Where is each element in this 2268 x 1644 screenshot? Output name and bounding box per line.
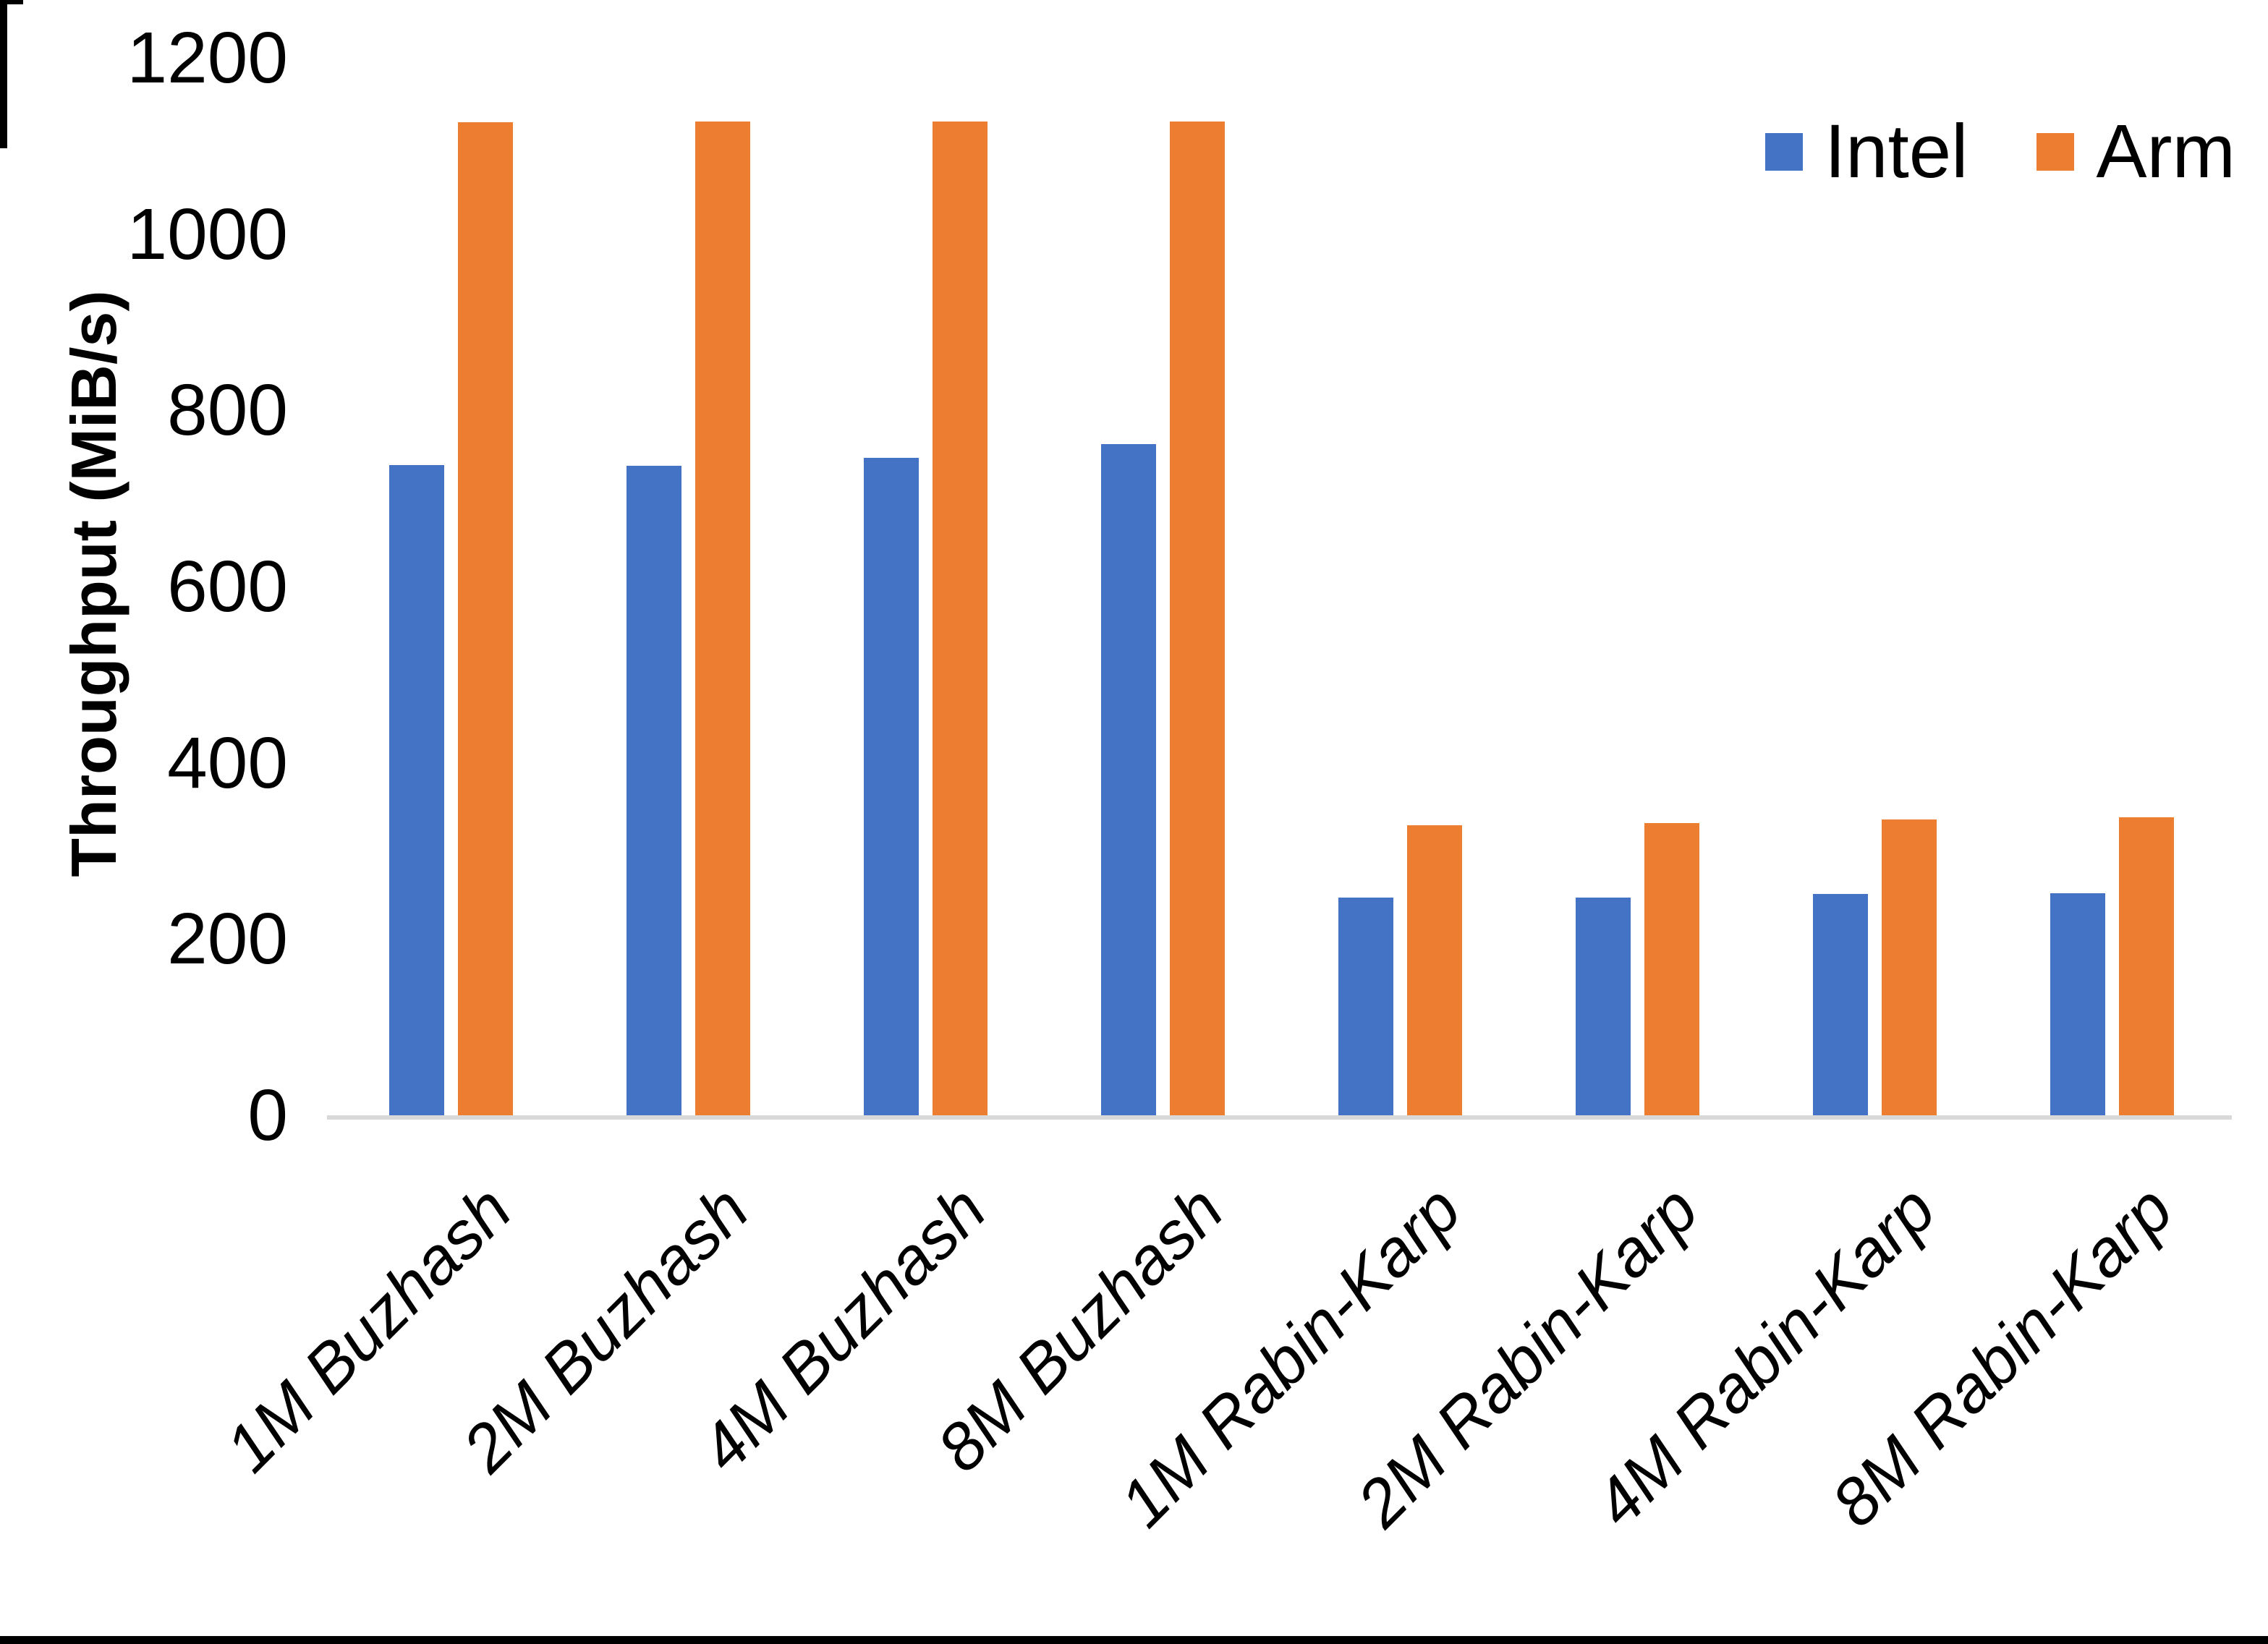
bar-intel-4m-rabin-karp [1813, 894, 1868, 1115]
y-tick-label-1200: 1200 [127, 17, 288, 98]
legend-swatch-intel [1765, 133, 1803, 171]
legend-item-arm: Arm [2036, 108, 2235, 195]
bar-intel-2m-buzhash [627, 466, 681, 1115]
legend-item-intel: Intel [1765, 108, 1968, 195]
y-tick-label-1000: 1000 [127, 193, 288, 275]
legend-label-intel: Intel [1825, 109, 1968, 194]
y-tick-label-600: 600 [167, 546, 288, 627]
legend: Intel Arm [1765, 108, 2235, 195]
bar-arm-1m-buzhash [458, 122, 513, 1115]
corner-mark-top [0, 0, 23, 4]
bar-arm-2m-rabin-karp [1644, 822, 1699, 1115]
bar-intel-1m-rabin-karp [1338, 898, 1393, 1115]
x-label-text: 8M Rabin-Karp [1817, 1172, 2187, 1541]
bottom-border-line [0, 1636, 2268, 1644]
y-tick-label-400: 400 [167, 722, 288, 804]
legend-label-arm: Arm [2096, 109, 2235, 194]
x-label-8m-rabin-karp: 8M Rabin-Karp [1686, 1172, 2187, 1541]
y-tick-label-800: 800 [167, 370, 288, 451]
bar-arm-8m-rabin-karp [2119, 817, 2174, 1115]
y-tick-label-0: 0 [247, 1075, 288, 1156]
y-tick-label-200: 200 [167, 898, 288, 980]
legend-swatch-arm [2036, 133, 2075, 171]
bar-intel-4m-buzhash [864, 458, 919, 1115]
bar-intel-8m-buzhash [1101, 443, 1156, 1115]
bar-arm-4m-rabin-karp [1882, 819, 1937, 1115]
bar-arm-4m-buzhash [933, 121, 988, 1115]
bar-arm-8m-buzhash [1170, 121, 1225, 1115]
corner-mark-left [0, 0, 7, 148]
bar-intel-8m-rabin-karp [2050, 893, 2105, 1115]
bar-intel-2m-rabin-karp [1576, 898, 1631, 1115]
bar-arm-2m-buzhash [695, 121, 750, 1115]
bar-arm-1m-rabin-karp [1407, 825, 1462, 1115]
bar-intel-1m-buzhash [389, 464, 444, 1115]
x-axis-line [327, 1115, 2232, 1120]
